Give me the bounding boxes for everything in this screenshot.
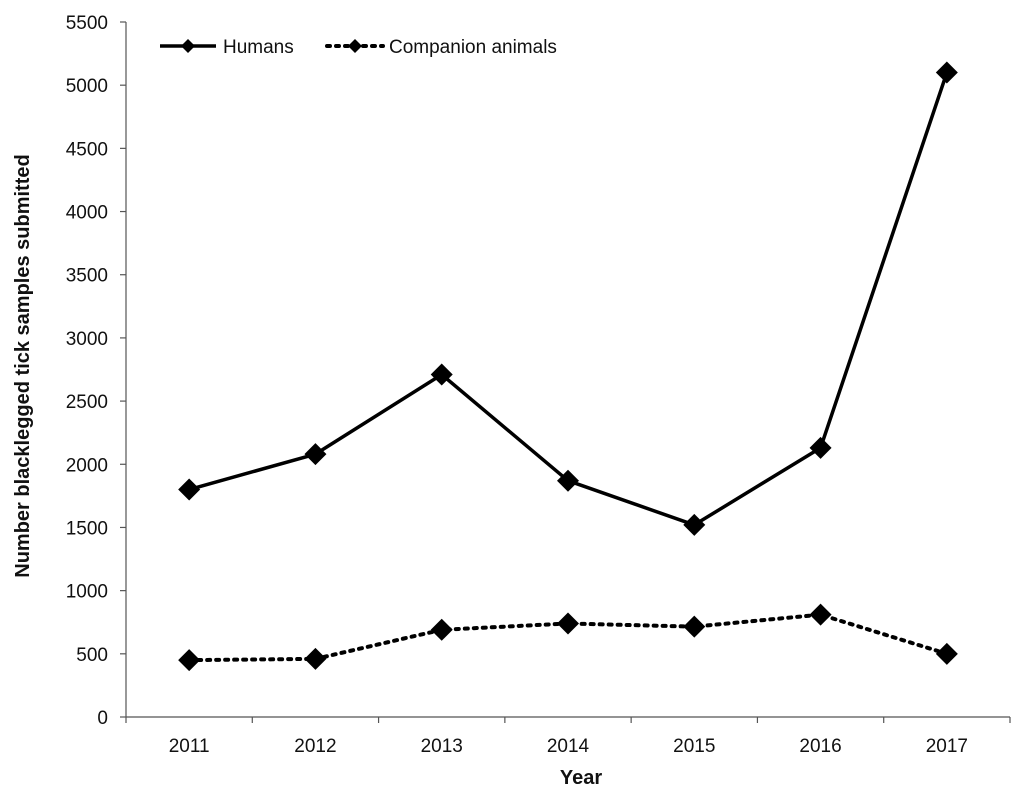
y-tick-label: 5500 <box>66 13 108 34</box>
x-tick-label: 2013 <box>421 736 463 757</box>
legend: Humans Companion animals <box>160 37 557 58</box>
x-tick-label: 2017 <box>926 736 968 757</box>
data-point-marker <box>683 615 706 638</box>
legend-item: Humans <box>160 37 294 58</box>
y-tick-label: 5000 <box>66 76 108 97</box>
series-companion-animals <box>178 603 958 672</box>
legend-label: Humans <box>223 37 294 58</box>
x-tick-label: 2014 <box>547 736 590 757</box>
x-tick-label: 2016 <box>799 736 841 757</box>
y-tick-label: 1500 <box>66 518 108 539</box>
data-point-marker <box>557 469 579 492</box>
data-point-marker <box>935 642 958 665</box>
data-point-marker <box>557 612 579 635</box>
y-tick-label: 3000 <box>66 329 108 350</box>
y-axis-title: Number blacklegged tick samples submitte… <box>12 154 34 577</box>
y-tick-label: 2000 <box>66 455 108 476</box>
data-point-marker <box>809 436 832 459</box>
x-axis-title: Year <box>560 767 602 789</box>
y-tick-label: 0 <box>97 708 108 729</box>
y-tick-label: 1000 <box>66 582 108 603</box>
x-tick-label: 2012 <box>294 736 336 757</box>
y-tick-label: 500 <box>76 645 108 666</box>
series-layer <box>178 61 958 672</box>
series-line <box>188 71 949 527</box>
x-axis-ticks: 2011 2012 2013 2014 2015 2016 2017 <box>125 717 1011 757</box>
legend-label: Companion animals <box>389 37 557 58</box>
data-point-marker <box>304 443 327 466</box>
legend-marker <box>181 39 195 53</box>
data-point-marker <box>935 61 958 84</box>
data-point-marker <box>178 649 201 672</box>
data-point-marker <box>809 603 832 626</box>
y-tick-label: 4000 <box>66 203 108 224</box>
series-humans <box>178 61 958 536</box>
data-point-marker <box>304 647 327 670</box>
data-point-marker <box>683 513 706 536</box>
legend-marker <box>348 39 362 53</box>
y-tick-label: 3500 <box>66 266 108 287</box>
y-axis-ticks: 0 500 1000 1500 2000 2500 3000 3500 4000 4500 5000… <box>66 13 126 729</box>
x-tick-label: 2015 <box>673 736 715 757</box>
y-tick-label: 2500 <box>66 392 108 413</box>
data-point-marker <box>430 618 453 641</box>
data-point-marker <box>430 363 453 386</box>
y-tick-label: 4500 <box>66 139 108 160</box>
legend-item: Companion animals <box>325 37 557 58</box>
x-tick-label: 2011 <box>169 736 210 757</box>
axes <box>125 22 1010 718</box>
data-point-marker <box>178 478 201 501</box>
